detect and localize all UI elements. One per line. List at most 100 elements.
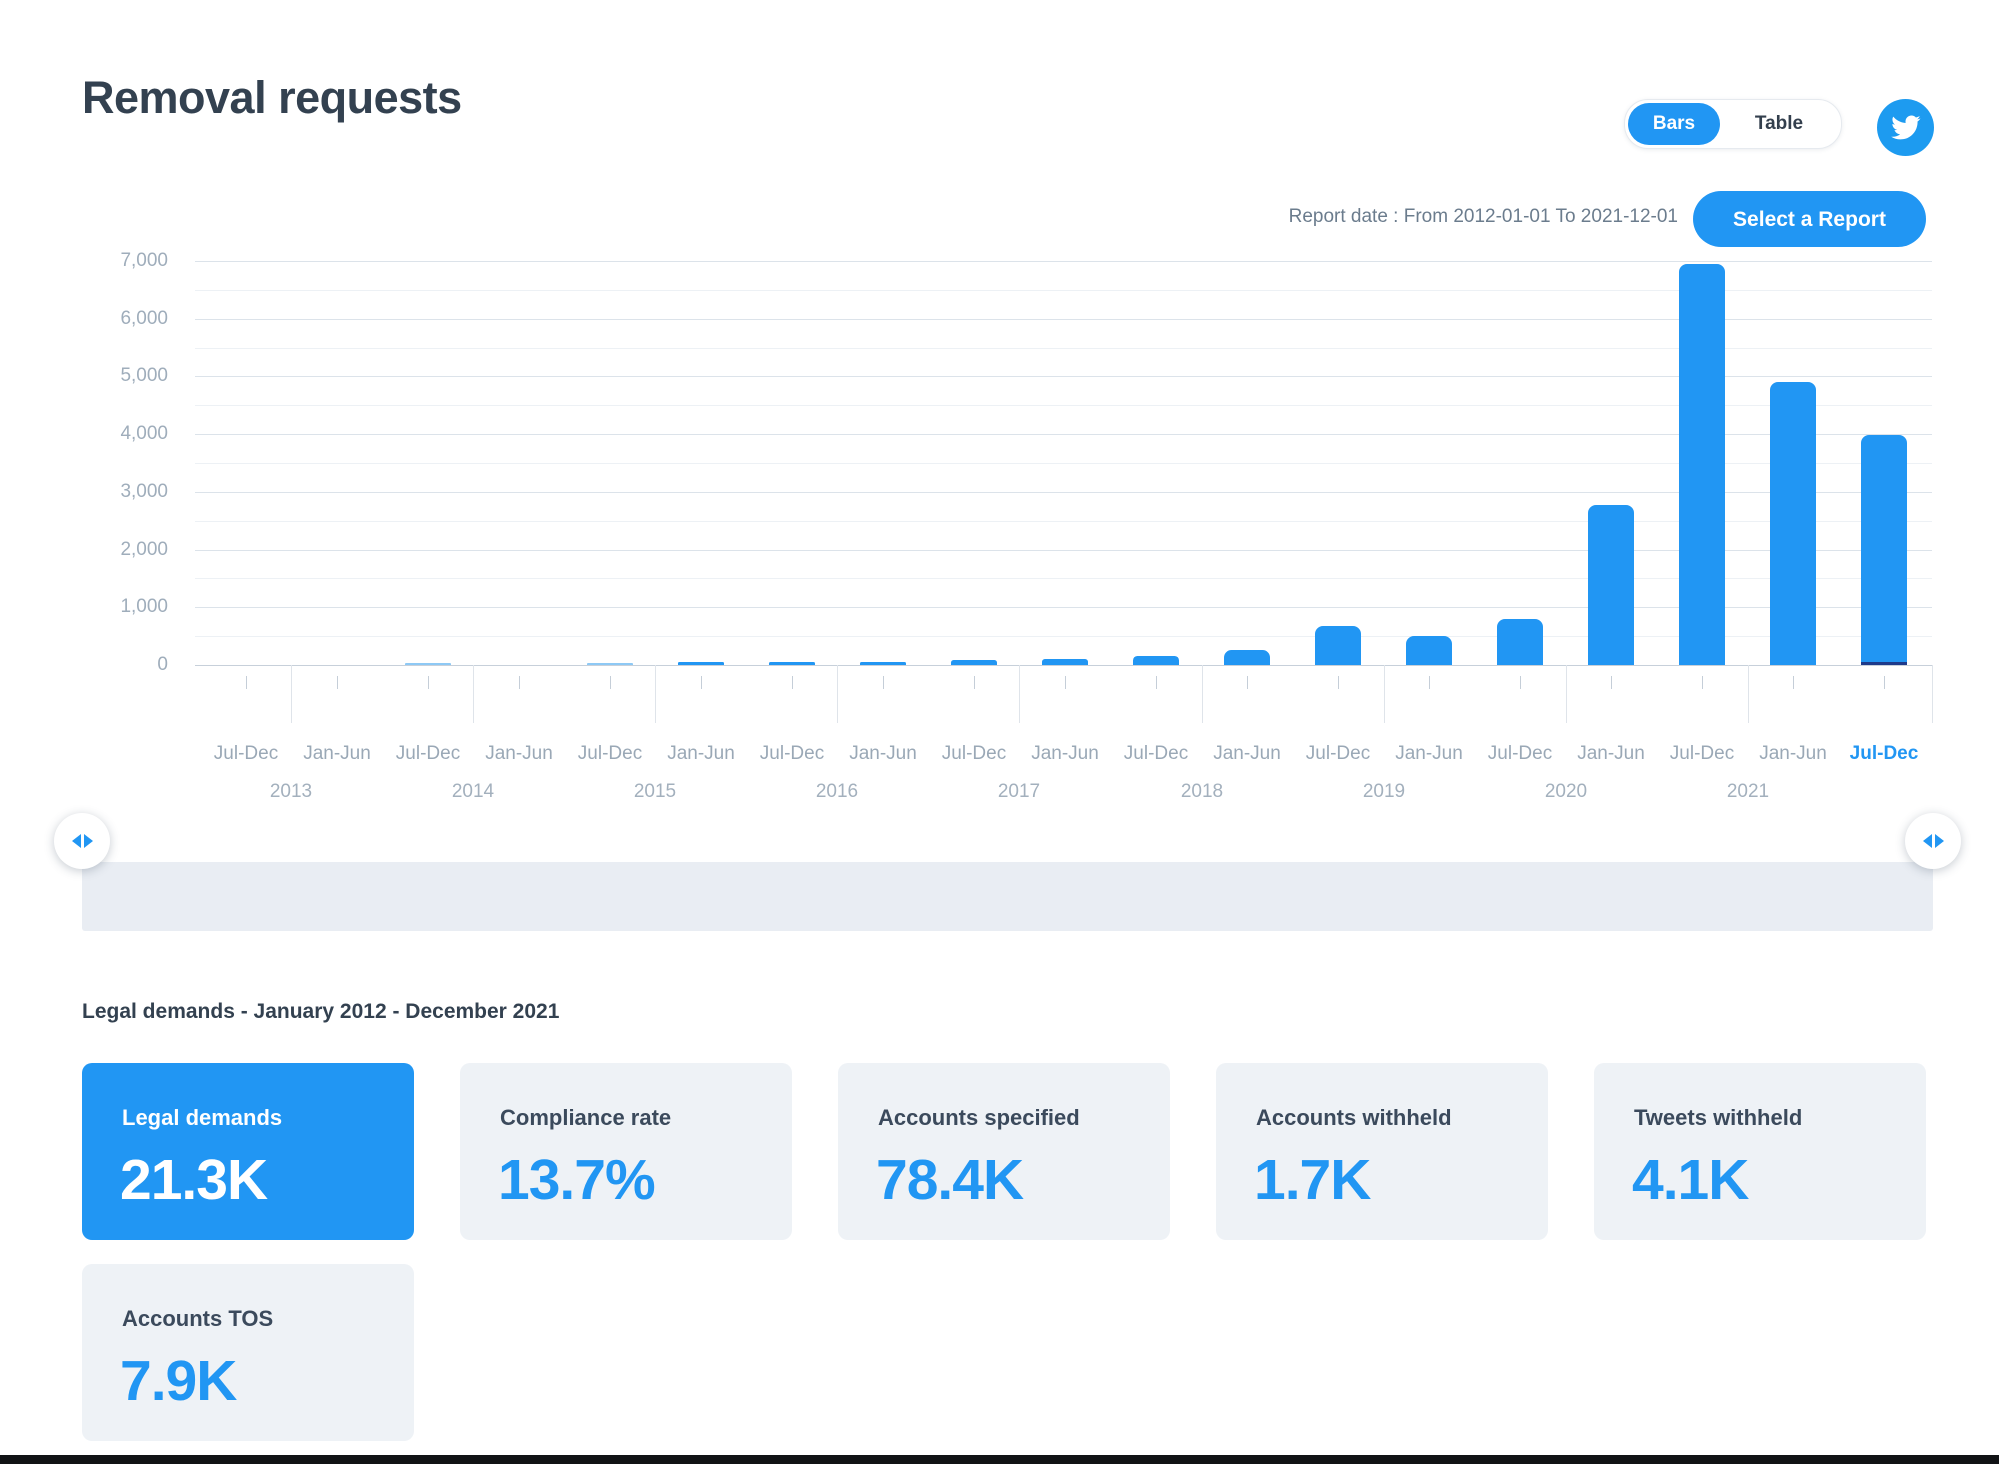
gridline xyxy=(195,434,1932,435)
y-axis-tick-label: 5,000 xyxy=(120,365,168,386)
card-value: 4.1K xyxy=(1632,1148,1749,1212)
x-axis-tick xyxy=(1520,676,1521,689)
bar[interactable] xyxy=(405,663,451,665)
year-boundary-line xyxy=(655,665,656,723)
x-axis-year-label: 2016 xyxy=(815,781,859,802)
summary-card-tweets-withheld[interactable]: Tweets withheld 4.1K xyxy=(1594,1063,1926,1240)
bar[interactable] xyxy=(1497,619,1543,665)
card-label: Accounts TOS xyxy=(122,1306,274,1331)
page-title: Removal requests xyxy=(82,72,462,123)
view-toggle[interactable]: Bars Table xyxy=(1624,99,1842,149)
x-axis-tick xyxy=(792,676,793,689)
year-boundary-line xyxy=(1748,665,1749,723)
bar[interactable] xyxy=(1679,264,1725,665)
year-boundary-line xyxy=(1202,665,1203,723)
twitter-bird-icon xyxy=(1890,112,1921,143)
bar[interactable] xyxy=(1770,382,1816,665)
x-axis-year-label: 2013 xyxy=(269,781,313,802)
report-date-range-label: Report date : From 2012-01-01 To 2021-12… xyxy=(1288,206,1678,227)
select-report-button[interactable]: Select a Report xyxy=(1693,191,1926,247)
range-handle-arrows-icon xyxy=(71,834,81,848)
x-axis-tick xyxy=(1793,676,1794,689)
x-axis-tick xyxy=(610,676,611,689)
x-axis-year-label: 2020 xyxy=(1544,781,1588,802)
y-axis-tick-label: 6,000 xyxy=(120,308,168,329)
toggle-option-bars[interactable]: Bars xyxy=(1628,103,1720,145)
card-label: Compliance rate xyxy=(500,1105,672,1130)
summary-card-accounts-specified[interactable]: Accounts specified 78.4K xyxy=(838,1063,1170,1240)
x-axis-period-label: Jul-Dec xyxy=(1487,743,1553,764)
bar[interactable] xyxy=(1133,656,1179,665)
year-boundary-line xyxy=(1019,665,1020,723)
bar[interactable] xyxy=(951,660,997,665)
bar[interactable] xyxy=(769,662,815,665)
bottom-divider xyxy=(0,1455,1999,1464)
gridline xyxy=(195,405,1932,406)
bar[interactable] xyxy=(860,662,906,665)
gridline xyxy=(195,348,1932,349)
gridline xyxy=(195,607,1932,608)
twitter-link[interactable] xyxy=(1877,99,1934,156)
y-axis-tick-label: 0 xyxy=(157,654,168,675)
y-axis-tick-label: 3,000 xyxy=(120,481,168,502)
gridline xyxy=(195,665,1932,666)
bar[interactable] xyxy=(1315,626,1361,665)
gridline xyxy=(195,463,1932,464)
x-axis-period-label: Jul-Dec xyxy=(213,743,279,764)
year-boundary-line xyxy=(473,665,474,723)
x-axis-tick xyxy=(1429,676,1430,689)
gridline xyxy=(195,261,1932,262)
y-axis-tick-label: 2,000 xyxy=(120,539,168,560)
summary-card-accounts-tos[interactable]: Accounts TOS 7.9K xyxy=(82,1264,414,1441)
x-axis-period-label: Jul-Dec xyxy=(395,743,461,764)
bar[interactable] xyxy=(1406,636,1452,665)
range-handle-arrows-icon xyxy=(83,834,93,848)
y-axis-tick-label: 7,000 xyxy=(120,250,168,271)
card-value: 13.7% xyxy=(498,1148,656,1212)
x-axis-period-label: Jul-Dec xyxy=(759,743,825,764)
x-axis-year-label: 2014 xyxy=(451,781,495,802)
x-axis-tick xyxy=(1156,676,1157,689)
scrollbar-left-handle[interactable] xyxy=(54,813,110,869)
x-axis-period-label: Jan-Jun xyxy=(1213,743,1281,764)
card-value: 21.3K xyxy=(120,1148,268,1212)
x-axis-period-label: Jan-Jun xyxy=(849,743,917,764)
x-axis-period-label: Jan-Jun xyxy=(667,743,735,764)
summary-card-compliance-rate[interactable]: Compliance rate 13.7% xyxy=(460,1063,792,1240)
bar[interactable] xyxy=(1588,505,1634,665)
year-boundary-line xyxy=(837,665,838,723)
x-axis-tick xyxy=(1338,676,1339,689)
x-axis-year-label: 2021 xyxy=(1726,781,1770,802)
bar[interactable] xyxy=(1861,435,1907,665)
x-axis-period-label: Jan-Jun xyxy=(1577,743,1645,764)
x-axis-tick xyxy=(1247,676,1248,689)
scrollbar-right-handle[interactable] xyxy=(1905,813,1961,869)
bar[interactable] xyxy=(1042,659,1088,665)
summary-card-legal-demands[interactable]: Legal demands 21.3K xyxy=(82,1063,414,1240)
chart-scrollbar-track[interactable] xyxy=(82,862,1933,931)
x-axis-period-label: Jan-Jun xyxy=(485,743,553,764)
x-axis-tick xyxy=(246,676,247,689)
range-handle-arrows-icon xyxy=(1934,834,1944,848)
x-axis-period-label: Jul-Dec xyxy=(1669,743,1735,764)
x-axis-tick xyxy=(337,676,338,689)
gridline xyxy=(195,636,1932,637)
x-axis-period-label: Jul-Dec xyxy=(1123,743,1189,764)
x-axis-period-label: Jan-Jun xyxy=(303,743,371,764)
bar[interactable] xyxy=(678,662,724,665)
summary-card-accounts-withheld[interactable]: Accounts withheld 1.7K xyxy=(1216,1063,1548,1240)
x-axis-period-label: Jan-Jun xyxy=(1759,743,1827,764)
x-axis-tick xyxy=(1611,676,1612,689)
x-axis-tick xyxy=(883,676,884,689)
y-axis-tick-label: 4,000 xyxy=(120,423,168,444)
bar[interactable] xyxy=(1224,650,1270,665)
card-value: 78.4K xyxy=(876,1148,1024,1212)
x-axis-period-label: Jan-Jun xyxy=(1031,743,1099,764)
x-axis-tick xyxy=(1065,676,1066,689)
gridline xyxy=(195,290,1932,291)
toggle-option-table[interactable]: Table xyxy=(1754,113,1804,134)
card-label: Legal demands xyxy=(122,1105,283,1130)
bar[interactable] xyxy=(587,663,633,665)
x-axis-tick xyxy=(1702,676,1703,689)
gridline xyxy=(195,492,1932,493)
